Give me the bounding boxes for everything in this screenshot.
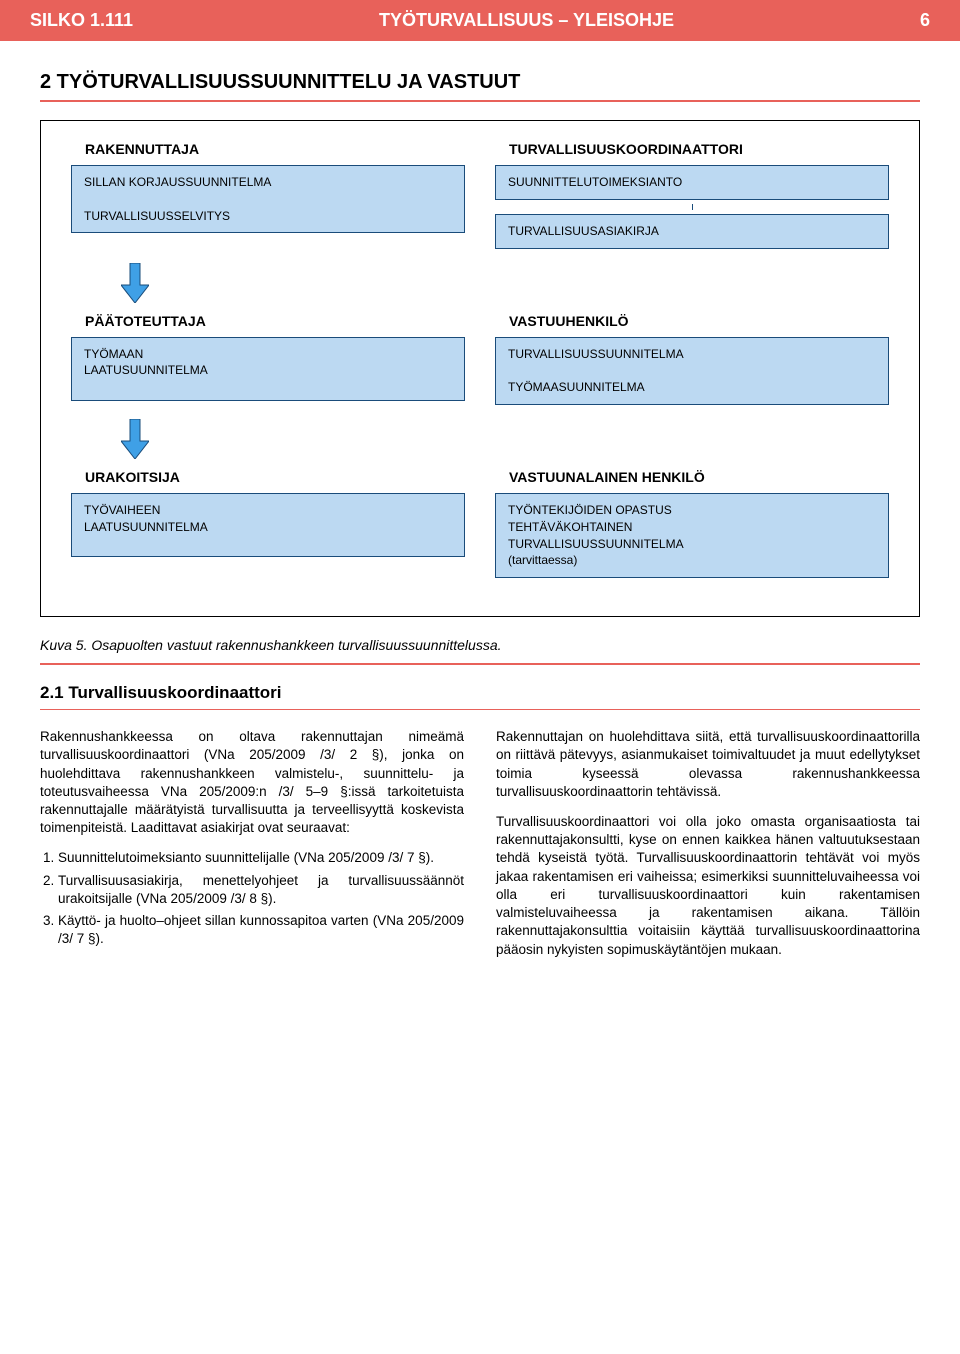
list-item: Suunnittelutoimeksianto suunnittelijalle… <box>58 849 464 867</box>
stage2-left-line1: TYÖMAAN <box>84 346 452 363</box>
header-page-number: 6 <box>920 10 930 31</box>
stage3-right-line4: (tarvittaessa) <box>508 552 876 569</box>
header-center: TYÖTURVALLISUUS – YLEISOHJE <box>379 10 674 31</box>
stage2-right-line2: TYÖMAASUUNNITELMA <box>508 379 876 396</box>
stage3-left-line2: LAATUSUUNNITELMA <box>84 519 452 536</box>
list-item: Turvallisuusasiakirja, menettelyohjeet j… <box>58 872 464 908</box>
figure-caption: Kuva 5. Osapuolten vastuut rakennushankk… <box>40 637 920 653</box>
stage1-left-line2: TURVALLISUUSSELVITYS <box>84 208 452 225</box>
stage2-left-line2: LAATUSUUNNITELMA <box>84 362 452 379</box>
stage2-right-line1: TURVALLISUUSSUUNNITELMA <box>508 346 876 363</box>
stage1-left-title: RAKENNUTTAJA <box>71 141 465 157</box>
stage2-right-title: VASTUUHENKILÖ <box>495 313 889 329</box>
numbered-list: Suunnittelutoimeksianto suunnittelijalle… <box>58 849 464 948</box>
header-left: SILKO 1.111 <box>30 10 133 31</box>
stage2-left-box: TYÖMAAN LAATUSUUNNITELMA <box>71 337 465 401</box>
stage1-left-line1: SILLAN KORJAUSSUUNNITELMA <box>84 174 452 191</box>
page-header: SILKO 1.111 TYÖTURVALLISUUS – YLEISOHJE … <box>0 0 960 41</box>
stage1-left-box: SILLAN KORJAUSSUUNNITELMA TURVALLISUUSSE… <box>71 165 465 233</box>
stage3-right-col: VASTUUNALAINEN HENKILÖ TYÖNTEKIJÖIDEN OP… <box>495 469 889 578</box>
flow-diagram: RAKENNUTTAJA SILLAN KORJAUSSUUNNITELMA T… <box>40 120 920 617</box>
stage3-right-line1: TYÖNTEKIJÖIDEN OPASTUS <box>508 502 876 519</box>
body-left-column: Rakennushankkeessa on oltava rakennuttaj… <box>40 728 464 971</box>
stage2-right-col: VASTUUHENKILÖ TURVALLISUUSSUUNNITELMA TY… <box>495 313 889 405</box>
diagram-stage-3: URAKOITSIJA TYÖVAIHEEN LAATUSUUNNITELMA … <box>71 469 889 578</box>
diagram-stage-2: PÄÄTOTEUTTAJA TYÖMAAN LAATUSUUNNITELMA V… <box>71 313 889 405</box>
body-right-column: Rakennuttajan on huolehdittava siitä, et… <box>496 728 920 971</box>
arrow-row-2 <box>71 419 889 459</box>
body-columns: Rakennushankkeessa on oltava rakennuttaj… <box>40 728 920 971</box>
stage2-left-col: PÄÄTOTEUTTAJA TYÖMAAN LAATUSUUNNITELMA <box>71 313 465 405</box>
stage1-connector <box>692 204 693 210</box>
body-left-p1: Rakennushankkeessa on oltava rakennuttaj… <box>40 728 464 837</box>
stage3-right-line3: TURVALLISUUSSUUNNITELMA <box>508 536 876 553</box>
body-right-p2: Turvallisuuskoordinaattori voi olla joko… <box>496 813 920 959</box>
list-item: Käyttö- ja huolto–ohjeet sillan kunnossa… <box>58 912 464 948</box>
caption-divider <box>40 663 920 665</box>
stage3-left-title: URAKOITSIJA <box>71 469 465 485</box>
down-arrow-icon <box>121 419 149 459</box>
stage1-right-box2: TURVALLISUUSASIAKIRJA <box>495 214 889 249</box>
subsection-divider <box>40 709 920 711</box>
stage3-left-box: TYÖVAIHEEN LAATUSUUNNITELMA <box>71 493 465 557</box>
subsection-title: 2.1 Turvallisuuskoordinaattori <box>40 683 920 703</box>
stage1-right-box1: SUUNNITTELUTOIMEKSIANTO <box>495 165 889 200</box>
page-content: 2 TYÖTURVALLISUUSSUUNNITTELU JA VASTUUT … <box>0 41 960 1011</box>
section-divider <box>40 100 920 102</box>
stage1-right-title: TURVALLISUUSKOORDINAATTORI <box>495 141 889 157</box>
section-title: 2 TYÖTURVALLISUUSSUUNNITTELU JA VASTUUT <box>40 71 920 94</box>
stage3-right-line2: TEHTÄVÄKOHTAINEN <box>508 519 876 536</box>
stage3-right-title: VASTUUNALAINEN HENKILÖ <box>495 469 889 485</box>
stage1-right-col: TURVALLISUUSKOORDINAATTORI SUUNNITTELUTO… <box>495 141 889 249</box>
stage3-left-col: URAKOITSIJA TYÖVAIHEEN LAATUSUUNNITELMA <box>71 469 465 578</box>
down-arrow-icon <box>121 263 149 303</box>
stage2-right-box: TURVALLISUUSSUUNNITELMA TYÖMAASUUNNITELM… <box>495 337 889 405</box>
body-right-p1: Rakennuttajan on huolehdittava siitä, et… <box>496 728 920 801</box>
stage3-left-line1: TYÖVAIHEEN <box>84 502 452 519</box>
arrow-row-1 <box>71 263 889 303</box>
diagram-stage-1: RAKENNUTTAJA SILLAN KORJAUSSUUNNITELMA T… <box>71 141 889 249</box>
stage1-left-col: RAKENNUTTAJA SILLAN KORJAUSSUUNNITELMA T… <box>71 141 465 249</box>
stage2-left-title: PÄÄTOTEUTTAJA <box>71 313 465 329</box>
stage3-right-box: TYÖNTEKIJÖIDEN OPASTUS TEHTÄVÄKOHTAINEN … <box>495 493 889 578</box>
